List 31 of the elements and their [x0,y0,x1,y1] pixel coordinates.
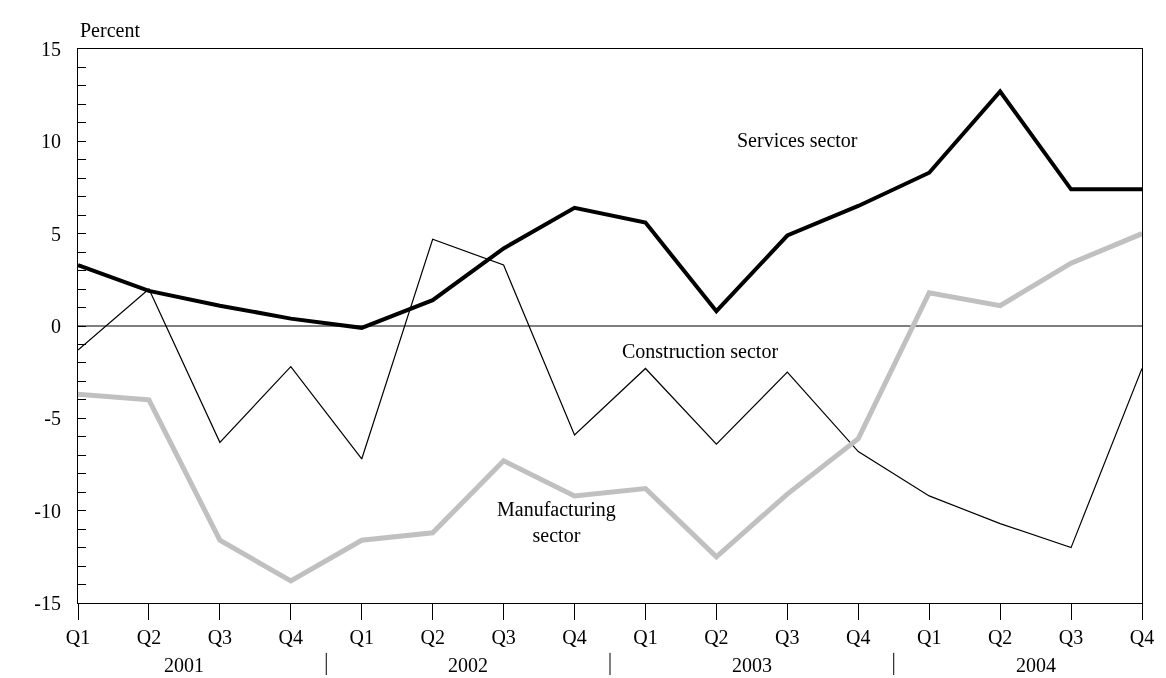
y-tick-label: -15 [34,592,61,614]
text: 2004 [1016,654,1056,676]
x-tick-label: Q3 [491,626,516,649]
x-tick-label: Q4 [562,626,587,649]
y-tick-label: -5 [44,407,61,430]
x-tick-label: Q1 [349,626,374,649]
x-tick-label: Q3 [207,626,233,649]
x-tick-label: Q1 [916,626,942,649]
x-tick-label: Q4 [846,626,871,649]
y-tick-label: -10 [34,499,61,522]
series-label: Construction sector [622,340,779,362]
x-tick-label: Q2 [704,626,729,649]
y-tick-label: 10 [40,130,61,153]
y-tick-label: 15 [40,38,61,60]
text: 2002 [448,654,488,676]
text: 2003 [732,654,772,676]
y-tick-label: 5 [50,222,61,245]
text: 2001 [164,654,204,676]
x-tick-label: Q1 [65,626,91,649]
x-tick-label: Q3 [1058,626,1084,649]
x-tick-label: Q2 [987,626,1013,649]
text: Services sector [737,129,858,151]
y-axis-title: Percent [80,19,141,41]
x-tick-label: Q3 [775,626,800,649]
y-tick-label: 0 [50,315,61,337]
x-tick-label: Q2 [420,626,445,649]
x-tick-label: Q2 [136,626,162,649]
x-tick-label: Q4 [278,626,304,649]
x-tick-label: Q4 [1129,626,1155,649]
x-tick-label: Q1 [633,626,658,649]
series-label: Manufacturing sector [497,498,616,546]
